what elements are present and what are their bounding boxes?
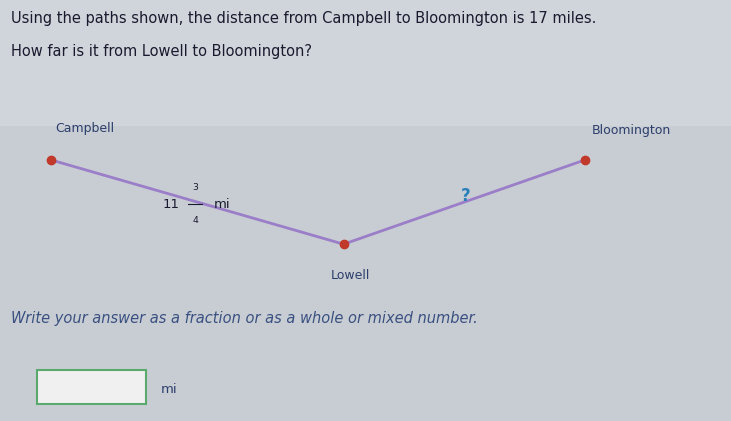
Text: Campbell: Campbell xyxy=(55,122,114,135)
Text: Write your answer as a fraction or as a whole or mixed number.: Write your answer as a fraction or as a … xyxy=(11,311,478,326)
Text: 3: 3 xyxy=(192,184,198,192)
Text: Bloomington: Bloomington xyxy=(592,124,671,137)
Text: 4: 4 xyxy=(192,216,198,225)
Bar xyxy=(0,0,731,126)
Text: 11: 11 xyxy=(162,198,179,210)
Text: mi: mi xyxy=(161,383,178,396)
Text: How far is it from Lowell to Bloomington?: How far is it from Lowell to Bloomington… xyxy=(11,44,312,59)
Text: Using the paths shown, the distance from Campbell to Bloomington is 17 miles.: Using the paths shown, the distance from… xyxy=(11,11,596,26)
FancyBboxPatch shape xyxy=(37,370,146,404)
Text: ?: ? xyxy=(461,187,471,205)
Text: mi: mi xyxy=(213,198,230,210)
Text: Lowell: Lowell xyxy=(331,269,371,282)
